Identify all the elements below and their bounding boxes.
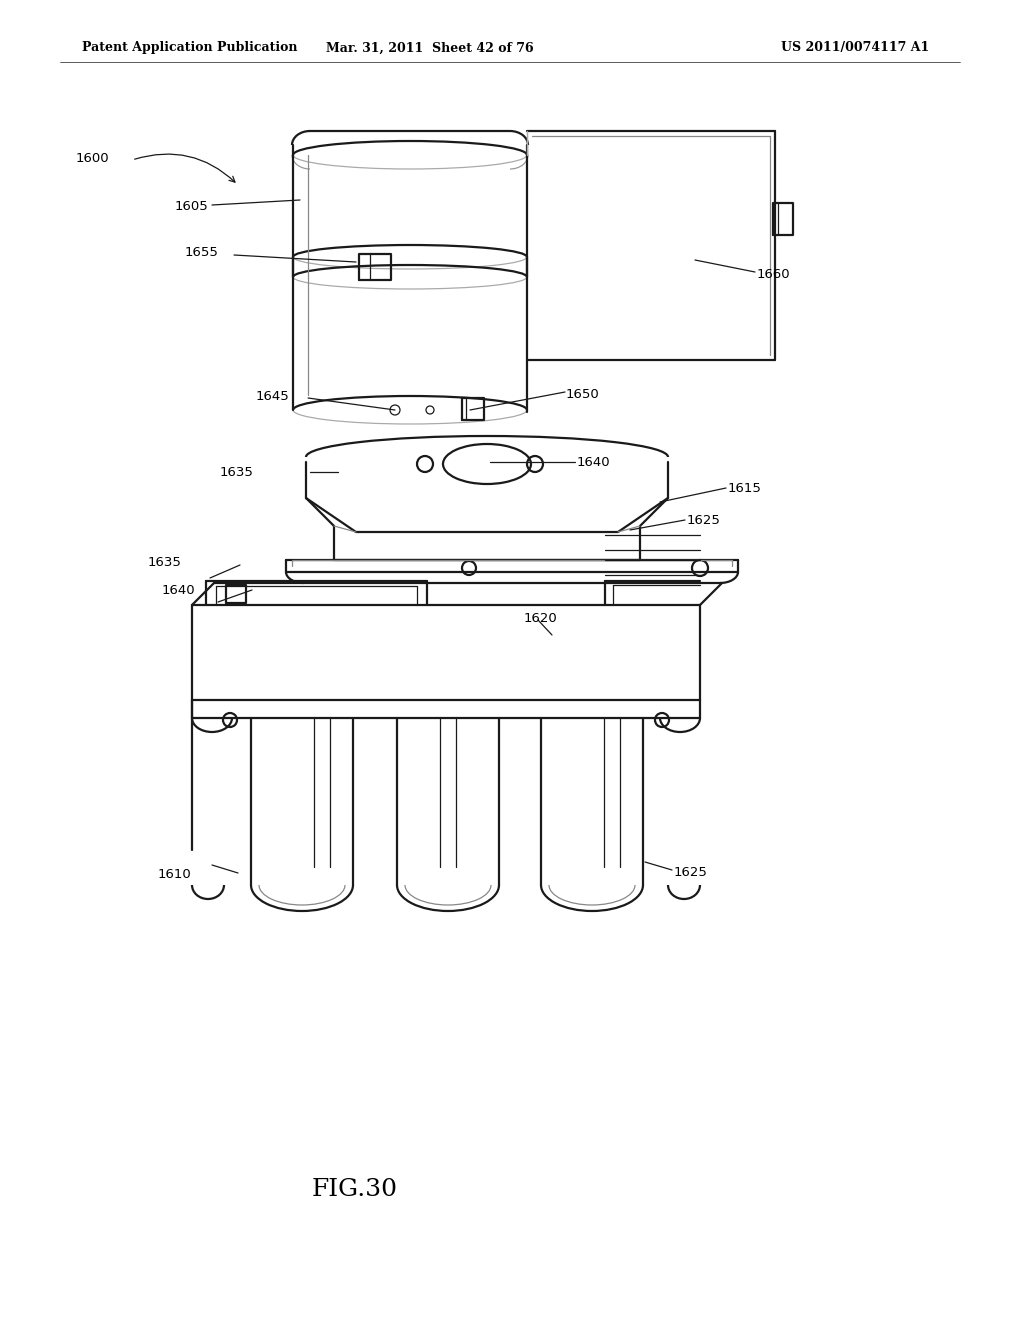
- Text: Mar. 31, 2011  Sheet 42 of 76: Mar. 31, 2011 Sheet 42 of 76: [327, 41, 534, 54]
- Text: 1655: 1655: [185, 247, 219, 260]
- Text: 1645: 1645: [256, 389, 290, 403]
- Text: 1640: 1640: [577, 455, 610, 469]
- Text: 1625: 1625: [687, 513, 721, 527]
- Text: 1635: 1635: [220, 466, 254, 479]
- Text: Patent Application Publication: Patent Application Publication: [82, 41, 298, 54]
- Text: 1660: 1660: [757, 268, 791, 281]
- Text: 1615: 1615: [728, 482, 762, 495]
- Text: 1635: 1635: [148, 557, 182, 569]
- Text: 1625: 1625: [674, 866, 708, 879]
- Text: 1605: 1605: [175, 201, 209, 214]
- Text: 1600: 1600: [76, 152, 110, 165]
- Text: 1620: 1620: [524, 611, 558, 624]
- Text: US 2011/0074117 A1: US 2011/0074117 A1: [781, 41, 929, 54]
- Text: 1650: 1650: [566, 388, 600, 400]
- Text: 1610: 1610: [158, 867, 191, 880]
- Text: FIG.30: FIG.30: [312, 1179, 398, 1201]
- Text: 1640: 1640: [162, 583, 196, 597]
